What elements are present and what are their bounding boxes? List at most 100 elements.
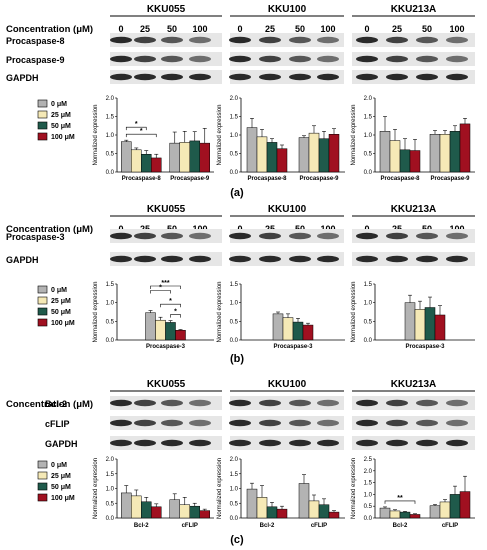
- blot-band: [416, 419, 438, 427]
- blot-band: [189, 419, 211, 427]
- blot-band: [416, 439, 438, 447]
- significance-label: *: [169, 298, 172, 305]
- blot-strip: [230, 33, 344, 47]
- y-axis-label: Normalized expression: [93, 281, 99, 342]
- y-tick-label: 1.5: [364, 481, 373, 487]
- significance-label: *: [174, 309, 177, 316]
- blot-strip: [352, 252, 475, 266]
- blot-band: [161, 232, 183, 240]
- blot-strip: [230, 252, 344, 266]
- category-label: Procaspase-3: [405, 344, 445, 350]
- bar: [404, 302, 416, 341]
- blot-strip: [352, 416, 475, 430]
- blot-band: [189, 255, 211, 263]
- legend-label: 50 μM: [51, 484, 71, 491]
- category-label: Procaspase-9: [170, 176, 210, 182]
- category-label: Procaspase-9: [430, 176, 470, 182]
- bar: [169, 142, 180, 173]
- bar-chart-kku213a-2: Normalized expression 0.0 0.5 1.0 1.5 2.0 2.5 B…: [351, 457, 475, 529]
- y-axis-label: Normalized expression: [93, 458, 99, 519]
- legend-swatch: [37, 99, 48, 108]
- y-axis-label: Normalized expression: [217, 104, 223, 165]
- bar: [459, 491, 471, 519]
- blot-band: [289, 419, 311, 427]
- y-tick-label: 0.0: [364, 516, 373, 522]
- bar: [145, 312, 156, 341]
- bar: [298, 137, 310, 173]
- y-tick-label: 0.5: [106, 319, 115, 325]
- bar: [399, 149, 411, 173]
- y-tick-label: 1.5: [106, 282, 115, 288]
- legend-label: 0 μM: [51, 462, 67, 469]
- y-tick-label: 0.0: [230, 170, 239, 176]
- legend-swatch: [37, 121, 48, 130]
- bar: [308, 132, 320, 173]
- legend-swatch: [37, 285, 48, 294]
- blot-row-label: cFLIP: [45, 419, 70, 429]
- blot-row-label: GAPDH: [6, 73, 39, 83]
- y-tick-label: 1.5: [106, 472, 115, 478]
- panel-label: (a): [230, 187, 244, 199]
- legend-label: 100 μM: [51, 134, 75, 141]
- blot-band: [386, 232, 408, 240]
- category-label: Procaspase-3: [273, 344, 313, 350]
- concentration-label: Concentration (μM): [6, 399, 93, 410]
- lane-label: 0: [118, 24, 123, 34]
- lane-label: 25: [392, 24, 402, 34]
- y-tick-label: 0.0: [364, 170, 373, 176]
- bar-chart-kku100-1: Normalized expression 0.0 0.5 1.0 1.5 Procasp…: [217, 281, 345, 350]
- blot-band: [110, 419, 132, 427]
- y-axis-label: Normalized expression: [351, 281, 357, 342]
- blot-band: [416, 232, 438, 240]
- bar: [246, 127, 258, 173]
- blot-band: [356, 73, 378, 81]
- blot-band: [386, 55, 408, 63]
- lane-label: 25: [265, 24, 275, 34]
- bar: [449, 494, 461, 519]
- blot-band: [416, 73, 438, 81]
- blot-band: [189, 36, 211, 44]
- cell-line-title: KKU100: [268, 204, 307, 215]
- blot-band: [161, 36, 183, 44]
- blot-band: [386, 439, 408, 447]
- blot-band: [317, 255, 339, 263]
- blot-band: [161, 255, 183, 263]
- blot-band: [317, 439, 339, 447]
- bar: [121, 141, 132, 173]
- blot-band: [229, 419, 251, 427]
- legend-label: 25 μM: [51, 112, 71, 119]
- y-axis-label: Normalized expression: [93, 104, 99, 165]
- significance-bracket: [125, 126, 147, 131]
- blot-band: [386, 255, 408, 263]
- lane-label: 50: [295, 24, 305, 34]
- blot-band: [134, 255, 156, 263]
- blot-strip: [230, 229, 344, 243]
- category-label: Procaspase-8: [247, 176, 287, 182]
- blot-band: [229, 55, 251, 63]
- category-label: cFLIP: [311, 523, 327, 529]
- blot-band: [317, 232, 339, 240]
- blot-band: [189, 73, 211, 81]
- y-tick-label: 1.0: [106, 487, 115, 493]
- blot-band: [446, 232, 468, 240]
- cell-line-title: KKU213A: [391, 204, 437, 215]
- panel-b: Concentration (μM)KKU05502550100KKU10002…: [6, 204, 475, 365]
- blot-band: [386, 73, 408, 81]
- blot-band: [317, 55, 339, 63]
- category-label: Bcl-2: [393, 523, 408, 529]
- bar: [318, 504, 330, 519]
- y-tick-label: 1.0: [364, 492, 373, 498]
- y-tick-label: 0.5: [364, 504, 373, 510]
- significance-bracket: [384, 500, 416, 504]
- y-tick-label: 2.0: [230, 457, 239, 463]
- lane-label: 0: [364, 24, 369, 34]
- bar: [256, 497, 268, 519]
- blot-band: [289, 399, 311, 407]
- blot-band: [110, 232, 132, 240]
- y-axis-label: Normalized expression: [351, 458, 357, 519]
- blot-band: [229, 399, 251, 407]
- lane-label: 50: [167, 24, 177, 34]
- y-tick-label: 1.0: [364, 133, 373, 139]
- y-tick-label: 2.5: [364, 457, 373, 463]
